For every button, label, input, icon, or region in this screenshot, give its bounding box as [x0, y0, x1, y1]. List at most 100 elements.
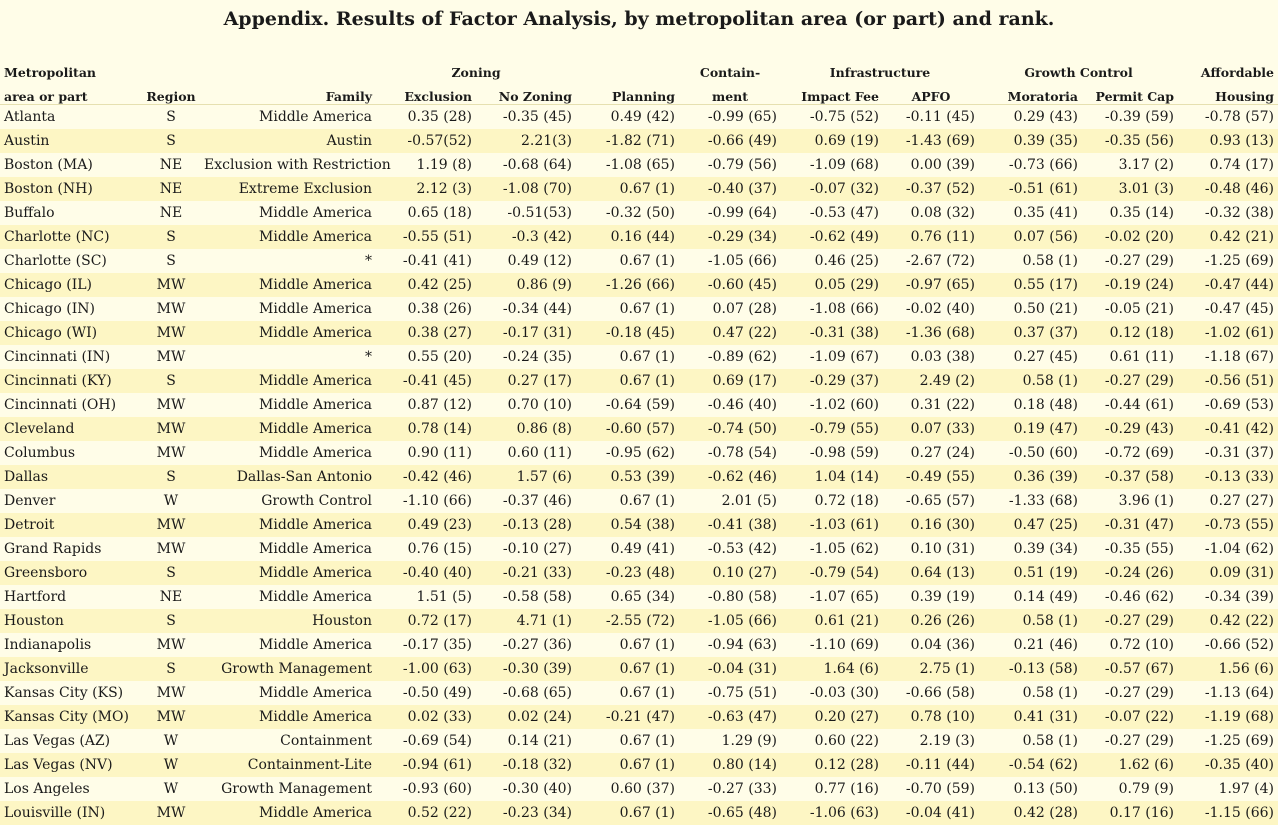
cell-family: Middle America [200, 105, 376, 130]
cell-region: S [142, 129, 200, 153]
cell-impact-fee: -0.07 (32) [781, 177, 883, 201]
cell-area: Chicago (IL) [0, 273, 142, 297]
cell-containment: -0.62 (46) [679, 465, 781, 489]
header-growth-control: Growth Control [979, 56, 1178, 80]
cell-planning: -0.21 (47) [576, 705, 679, 729]
cell-moratoria: -0.73 (66) [979, 153, 1082, 177]
cell-permit-cap: 3.17 (2) [1082, 153, 1178, 177]
cell-exclusion: 0.02 (33) [376, 705, 476, 729]
cell-region: MW [142, 417, 200, 441]
cell-family: Middle America [200, 801, 376, 825]
cell-permit-cap: -0.35 (56) [1082, 129, 1178, 153]
cell-region: S [142, 369, 200, 393]
cell-planning: 0.67 (1) [576, 489, 679, 513]
cell-containment: 0.10 (27) [679, 561, 781, 585]
cell-exclusion: -0.50 (49) [376, 681, 476, 705]
cell-moratoria: 0.18 (48) [979, 393, 1082, 417]
header-exclusion: Exclusion [376, 80, 476, 105]
cell-apfo: 2.19 (3) [883, 729, 979, 753]
cell-permit-cap: -0.02 (20) [1082, 225, 1178, 249]
cell-housing: -0.13 (33) [1178, 465, 1278, 489]
cell-family: Growth Management [200, 777, 376, 801]
cell-planning: -1.26 (66) [576, 273, 679, 297]
cell-impact-fee: 1.64 (6) [781, 657, 883, 681]
cell-moratoria: 0.27 (45) [979, 345, 1082, 369]
cell-region: MW [142, 441, 200, 465]
cell-family: Containment [200, 729, 376, 753]
header-containment-top: Contain- [679, 56, 781, 80]
page-title: Appendix. Results of Factor Analysis, by… [0, 6, 1278, 32]
cell-housing: -1.04 (62) [1178, 537, 1278, 561]
cell-exclusion: -0.57(52) [376, 129, 476, 153]
cell-exclusion: 1.51 (5) [376, 585, 476, 609]
cell-area: Indianapolis [0, 633, 142, 657]
cell-apfo: 0.07 (33) [883, 417, 979, 441]
cell-region: W [142, 729, 200, 753]
cell-housing: -0.47 (45) [1178, 297, 1278, 321]
cell-no-zoning: -0.30 (39) [476, 657, 576, 681]
cell-planning: 0.67 (1) [576, 369, 679, 393]
cell-exclusion: 0.65 (18) [376, 201, 476, 225]
cell-containment: -0.27 (33) [679, 777, 781, 801]
cell-impact-fee: -0.75 (52) [781, 105, 883, 130]
cell-housing: 0.93 (13) [1178, 129, 1278, 153]
cell-planning: -0.95 (62) [576, 441, 679, 465]
cell-apfo: 0.10 (31) [883, 537, 979, 561]
cell-moratoria: 0.19 (47) [979, 417, 1082, 441]
cell-containment: 0.69 (17) [679, 369, 781, 393]
cell-exclusion: 0.72 (17) [376, 609, 476, 633]
cell-moratoria: 0.50 (21) [979, 297, 1082, 321]
cell-area: Kansas City (KS) [0, 681, 142, 705]
cell-apfo: 0.76 (11) [883, 225, 979, 249]
cell-apfo: 0.04 (36) [883, 633, 979, 657]
cell-moratoria: 0.21 (46) [979, 633, 1082, 657]
header-housing: Housing [1178, 80, 1278, 105]
cell-housing: -0.41 (42) [1178, 417, 1278, 441]
cell-housing: -0.32 (38) [1178, 201, 1278, 225]
cell-permit-cap: -0.46 (62) [1082, 585, 1178, 609]
cell-region: S [142, 105, 200, 130]
cell-permit-cap: -0.31 (47) [1082, 513, 1178, 537]
cell-region: W [142, 777, 200, 801]
cell-family: Dallas-San Antonio [200, 465, 376, 489]
cell-impact-fee: 0.60 (22) [781, 729, 883, 753]
cell-apfo: -1.36 (68) [883, 321, 979, 345]
cell-exclusion: 0.49 (23) [376, 513, 476, 537]
cell-housing: 1.97 (4) [1178, 777, 1278, 801]
cell-containment: -0.74 (50) [679, 417, 781, 441]
cell-impact-fee: -0.31 (38) [781, 321, 883, 345]
cell-impact-fee: -0.62 (49) [781, 225, 883, 249]
cell-region: W [142, 489, 200, 513]
cell-area: Charlotte (NC) [0, 225, 142, 249]
cell-area: Denver [0, 489, 142, 513]
cell-permit-cap: -0.57 (67) [1082, 657, 1178, 681]
cell-permit-cap: -0.35 (55) [1082, 537, 1178, 561]
cell-family: Austin [200, 129, 376, 153]
cell-family: * [200, 249, 376, 273]
cell-planning: 0.67 (1) [576, 657, 679, 681]
cell-housing: 0.27 (27) [1178, 489, 1278, 513]
cell-family: Middle America [200, 561, 376, 585]
cell-area: Dallas [0, 465, 142, 489]
cell-family: Middle America [200, 225, 376, 249]
cell-planning: -2.55 (72) [576, 609, 679, 633]
cell-planning: 0.65 (34) [576, 585, 679, 609]
cell-apfo: 2.75 (1) [883, 657, 979, 681]
cell-moratoria: 0.58 (1) [979, 729, 1082, 753]
cell-housing: -0.31 (37) [1178, 441, 1278, 465]
header-infrastructure: Infrastructure [781, 56, 979, 80]
cell-planning: 0.60 (37) [576, 777, 679, 801]
cell-containment: -0.78 (54) [679, 441, 781, 465]
cell-impact-fee: -1.06 (63) [781, 801, 883, 825]
cell-apfo: -0.11 (45) [883, 105, 979, 130]
cell-no-zoning: -0.13 (28) [476, 513, 576, 537]
cell-housing: -0.69 (53) [1178, 393, 1278, 417]
header-metropolitan: Metropolitan [0, 56, 142, 80]
